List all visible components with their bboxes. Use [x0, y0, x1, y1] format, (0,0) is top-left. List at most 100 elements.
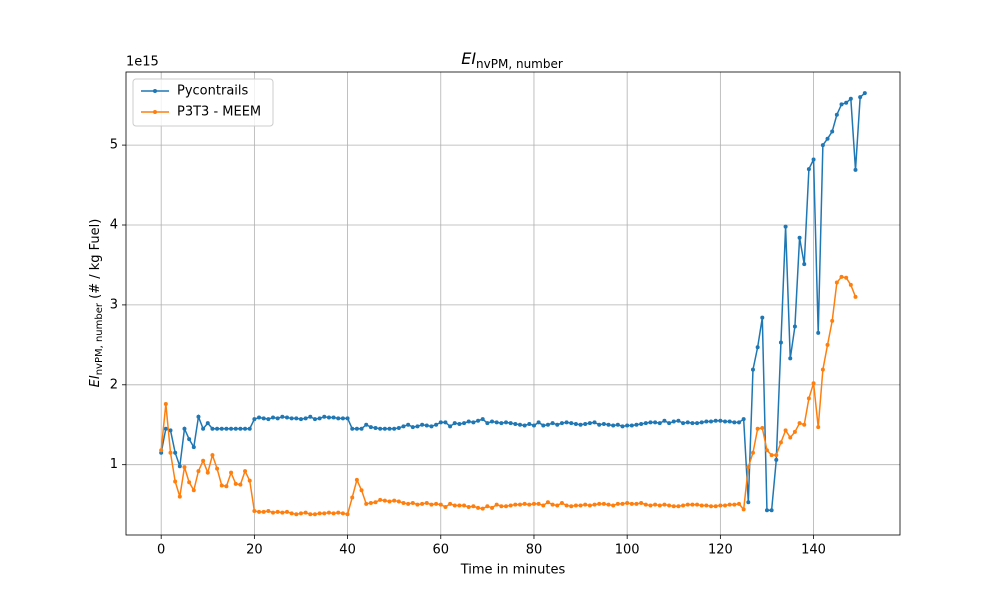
data-point — [545, 422, 550, 427]
data-point — [406, 501, 411, 506]
data-point — [243, 426, 248, 431]
data-point — [629, 501, 634, 506]
data-point — [434, 422, 439, 427]
data-point — [769, 508, 774, 513]
x-tick-label: 80 — [526, 543, 543, 558]
data-point — [224, 484, 229, 489]
data-point — [410, 501, 415, 506]
data-point — [797, 235, 802, 240]
data-point — [774, 453, 779, 458]
data-point — [778, 440, 783, 445]
data-point — [480, 506, 485, 511]
data-point — [354, 426, 359, 431]
data-point — [709, 504, 714, 509]
data-point — [578, 422, 583, 427]
data-point — [750, 367, 755, 372]
data-point — [657, 421, 662, 426]
y-axis-label: EInvPM, number (# / kg Fuel) — [88, 219, 106, 388]
data-point — [830, 318, 835, 323]
data-point — [303, 416, 308, 421]
data-point — [760, 315, 765, 320]
data-point — [690, 421, 695, 426]
data-point — [750, 450, 755, 455]
data-point — [317, 511, 322, 516]
data-point — [732, 420, 737, 425]
data-point — [485, 504, 490, 509]
x-axis-label: Time in minutes — [460, 563, 566, 578]
data-point — [373, 500, 378, 505]
data-point — [471, 420, 476, 425]
data-point — [280, 510, 285, 515]
data-point — [802, 262, 807, 267]
data-point — [173, 479, 178, 484]
data-point — [583, 421, 588, 426]
data-point — [671, 419, 676, 424]
data-point — [261, 416, 266, 421]
data-point — [401, 501, 406, 506]
data-point — [834, 280, 839, 285]
data-point — [774, 457, 779, 462]
data-point — [545, 500, 550, 505]
data-point — [508, 503, 513, 508]
data-point — [620, 501, 625, 506]
data-point — [573, 503, 578, 508]
data-point — [271, 510, 276, 515]
data-point — [163, 401, 168, 406]
data-point — [825, 136, 830, 141]
data-point — [354, 477, 359, 482]
data-point — [224, 426, 229, 431]
data-point — [187, 437, 192, 442]
data-point — [457, 421, 462, 426]
data-point — [466, 505, 471, 510]
data-point — [853, 294, 858, 299]
data-point — [634, 422, 639, 427]
y-tick-label: 2 — [110, 377, 118, 392]
data-point — [778, 340, 783, 345]
data-point — [611, 503, 616, 508]
data-point — [536, 420, 541, 425]
data-point — [858, 95, 863, 100]
data-point — [648, 503, 653, 508]
data-point — [592, 502, 597, 507]
data-point — [625, 501, 630, 506]
data-point — [471, 504, 476, 509]
data-point — [643, 502, 648, 507]
data-point — [490, 505, 495, 510]
data-point — [564, 420, 569, 425]
data-point — [737, 420, 742, 425]
data-point — [685, 420, 690, 425]
data-point — [597, 501, 602, 506]
data-point — [340, 416, 345, 421]
data-point — [247, 478, 252, 483]
data-point — [289, 511, 294, 516]
data-point — [783, 224, 788, 229]
data-point — [438, 502, 443, 507]
data-point — [569, 421, 574, 426]
data-point — [452, 421, 457, 426]
data-point — [643, 421, 648, 426]
data-point — [173, 450, 178, 455]
data-point — [667, 421, 672, 426]
data-point — [587, 503, 592, 508]
data-point — [517, 422, 522, 427]
data-point — [513, 502, 518, 507]
data-point — [830, 129, 835, 134]
data-point — [429, 424, 434, 429]
data-point — [266, 509, 271, 514]
data-point — [205, 470, 210, 475]
data-point — [196, 414, 201, 419]
data-point — [331, 511, 336, 516]
x-tick-label: 60 — [432, 543, 449, 558]
data-point — [163, 426, 168, 431]
x-tick-label: 40 — [339, 543, 356, 558]
data-point — [769, 453, 774, 458]
data-point — [629, 423, 634, 428]
data-point — [527, 421, 532, 426]
x-tick-label: 120 — [708, 543, 733, 558]
data-point — [755, 345, 760, 350]
data-point — [848, 96, 853, 101]
data-point — [727, 419, 732, 424]
data-point — [326, 415, 331, 420]
y-tick-label: 1 — [110, 457, 118, 472]
data-point — [168, 428, 173, 433]
